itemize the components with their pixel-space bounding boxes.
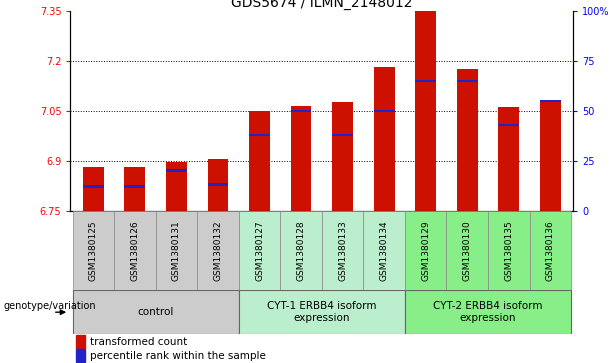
Bar [83,185,104,188]
Text: CYT-2 ERBB4 isoform
expression: CYT-2 ERBB4 isoform expression [433,301,543,323]
Bar [457,79,478,82]
Bar [156,211,197,290]
Bar [291,110,311,112]
Bar [364,211,405,290]
Bar [405,290,571,334]
Text: GSM1380131: GSM1380131 [172,220,181,281]
Bar [374,68,395,211]
Text: GSM1380127: GSM1380127 [255,220,264,281]
Bar [332,102,353,211]
Bar [249,134,270,136]
Bar [415,11,436,211]
Bar [197,211,238,290]
Text: GSM1380128: GSM1380128 [297,220,305,281]
Bar [374,110,395,112]
Text: GSM1380132: GSM1380132 [213,220,223,281]
Bar [124,167,145,211]
Bar [540,99,561,102]
Bar [72,211,114,290]
Bar [498,107,519,211]
Text: GSM1380129: GSM1380129 [421,220,430,281]
Bar [415,79,436,82]
Bar [457,69,478,211]
Bar [280,211,322,290]
Bar [208,159,229,211]
Text: GSM1380125: GSM1380125 [89,220,98,281]
Title: GDS5674 / ILMN_2148012: GDS5674 / ILMN_2148012 [231,0,413,10]
Bar [166,162,187,211]
Text: GSM1380136: GSM1380136 [546,220,555,281]
Text: percentile rank within the sample: percentile rank within the sample [89,351,265,361]
Text: transformed count: transformed count [89,337,187,347]
Bar [238,211,280,290]
Bar [530,211,571,290]
Bar [446,211,488,290]
Bar [540,102,561,211]
Bar [291,106,311,211]
Bar [405,211,446,290]
Bar [322,211,364,290]
Text: GSM1380134: GSM1380134 [379,220,389,281]
Bar [498,123,519,126]
Bar [488,211,530,290]
Bar [166,170,187,172]
Bar [332,134,353,136]
Bar [208,183,229,186]
Bar [238,290,405,334]
Bar [83,167,104,211]
Text: GSM1380135: GSM1380135 [504,220,513,281]
Bar [249,111,270,211]
Text: GSM1380130: GSM1380130 [463,220,472,281]
Text: control: control [137,307,174,317]
Text: GSM1380133: GSM1380133 [338,220,347,281]
Bar [124,185,145,188]
Text: genotype/variation: genotype/variation [4,301,96,311]
Bar [114,211,156,290]
Bar [75,349,85,362]
Bar [75,335,85,348]
Bar [72,290,238,334]
Text: CYT-1 ERBB4 isoform
expression: CYT-1 ERBB4 isoform expression [267,301,376,323]
Text: GSM1380126: GSM1380126 [131,220,139,281]
